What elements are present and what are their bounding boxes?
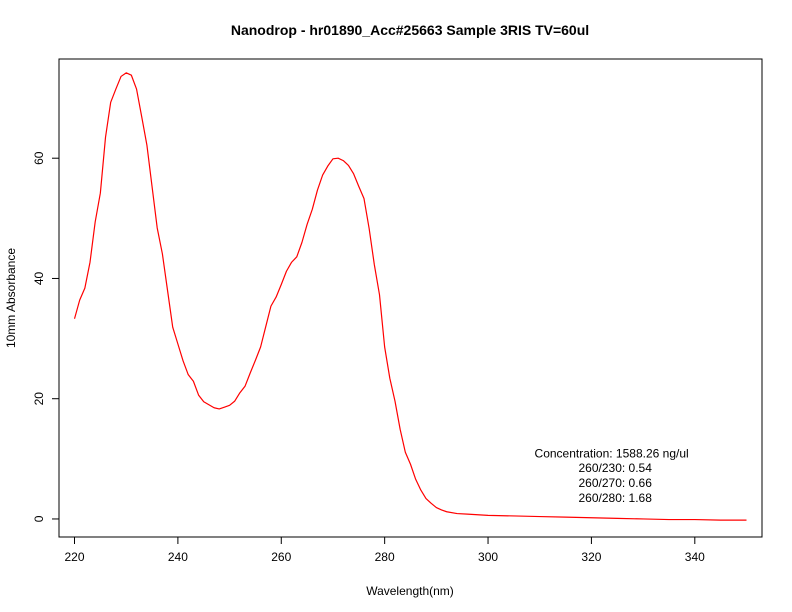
y-tick-label: 40 <box>32 271 46 285</box>
x-axis: 220 240 260 280 300 320 340 <box>64 537 705 564</box>
y-tick-label: 60 <box>32 151 46 165</box>
x-tick-label: 320 <box>581 550 601 564</box>
annotation-text: Concentration: 1588.26 ng/ul <box>535 447 689 461</box>
plot-frame <box>58 58 763 538</box>
annotation-text: 260/230: 0.54 <box>578 461 652 475</box>
x-tick-label: 240 <box>168 550 188 564</box>
y-tick-label: 0 <box>32 515 46 522</box>
x-tick-label: 220 <box>64 550 84 564</box>
annotation-text: 260/270: 0.66 <box>578 476 652 490</box>
x-axis-label: Wavelength(nm) <box>366 584 454 598</box>
x-tick-label: 340 <box>685 550 705 564</box>
x-tick-label: 300 <box>478 550 498 564</box>
chart-title: Nanodrop - hr01890_Acc#25663 Sample 3RIS… <box>231 22 589 38</box>
y-axis-label: 10mm Absorbance <box>4 248 18 348</box>
annotation-text: 260/280: 1.68 <box>578 491 652 505</box>
y-tick-label: 20 <box>32 392 46 406</box>
y-axis: 0 20 40 60 <box>32 151 59 522</box>
x-tick-label: 260 <box>271 550 291 564</box>
x-tick-label: 280 <box>375 550 395 564</box>
series-group <box>73 72 747 521</box>
absorbance-series-line <box>73 72 747 521</box>
